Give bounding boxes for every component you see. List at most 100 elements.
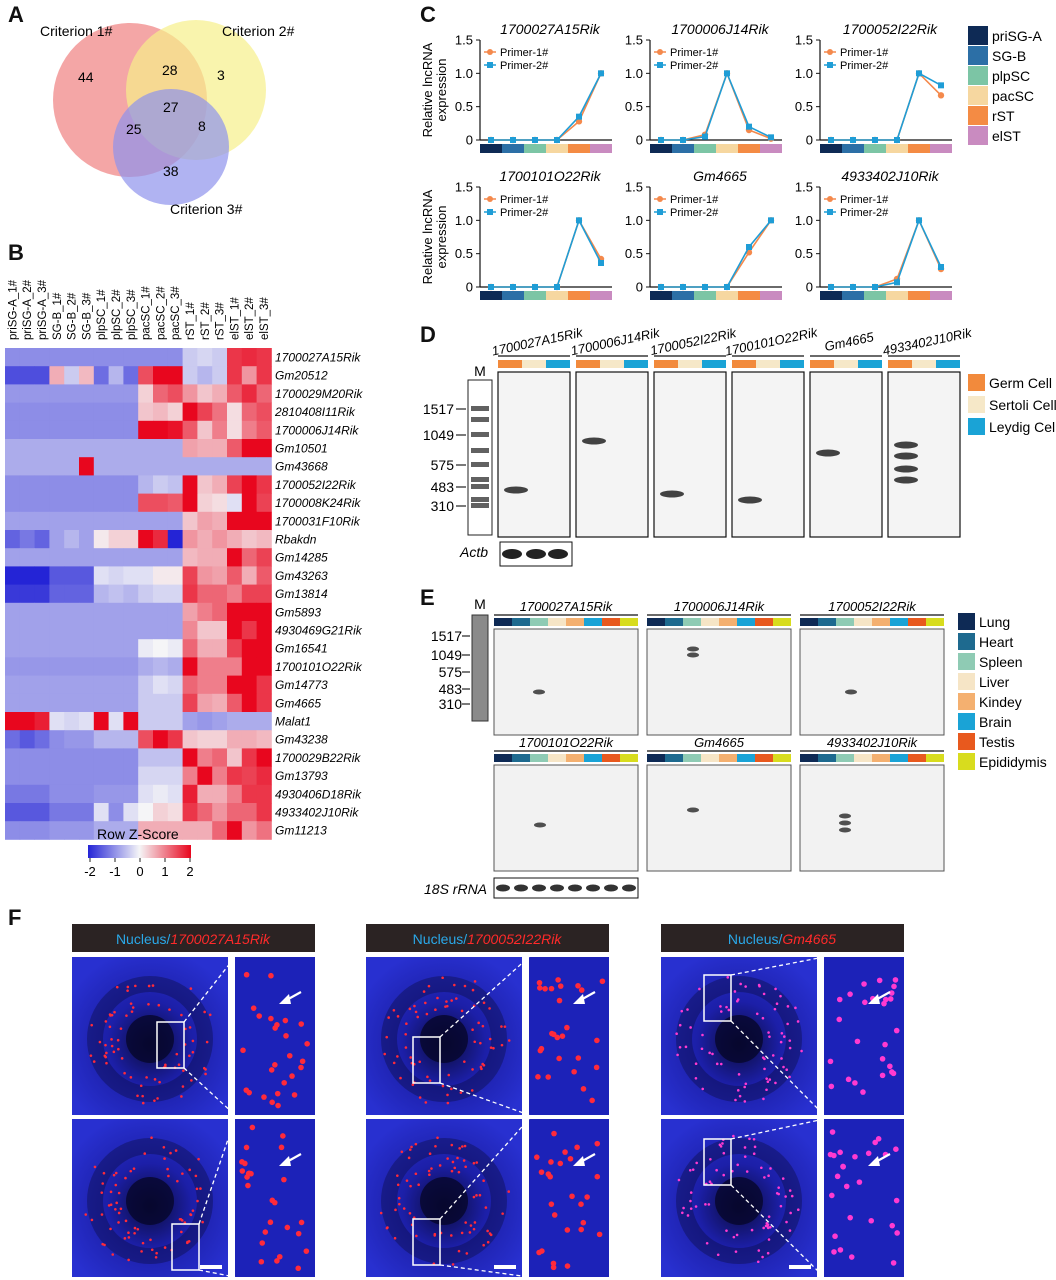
category-color-block [546, 144, 568, 153]
heatmap-row-label: 2810408I11Rik [274, 405, 356, 419]
category-color-block [672, 291, 694, 300]
lane-color-sertoli [678, 360, 702, 368]
fish-signal-dot [475, 1194, 478, 1197]
heatmap-cell [182, 420, 198, 440]
legend-marker [657, 209, 663, 215]
fish-signal-dot [705, 1241, 709, 1245]
heatmap-cell [49, 621, 65, 640]
heatmap-cell [153, 639, 169, 658]
fish-zoom-signal [557, 983, 564, 989]
fish-roi-box [412, 1036, 441, 1084]
tissue-legend-label: Kindey [979, 694, 1022, 710]
fish-header [366, 924, 609, 952]
fish-zoom-signal [283, 1033, 289, 1039]
fish-zoom-connector [198, 1118, 236, 1225]
fish-signal-dot [471, 1028, 474, 1032]
heatmap-cell [64, 730, 80, 749]
fish-signal-dot [484, 1206, 488, 1209]
heatmap-cell [227, 566, 243, 585]
fish-signal-dot [735, 1233, 739, 1237]
heatmap-cell [182, 475, 198, 494]
lane-tissue-color [854, 618, 872, 626]
celltype-legend-swatch [968, 418, 985, 435]
line-chart-panel: 1700027A15Rik 0 0.5 1.0 1.5 Primer-1#Primer-2… [455, 21, 612, 153]
fish-signal-dot [446, 1101, 450, 1105]
heatmap-cell [153, 821, 169, 840]
fish-zoom-signal [278, 1144, 285, 1151]
tissue-legend-label: Heart [979, 634, 1013, 650]
heatmap-cell [49, 602, 65, 622]
heatmap-cell [241, 675, 257, 695]
fish-signal-dot [447, 1073, 451, 1077]
fish-signal-dot [788, 1039, 792, 1042]
series-point [768, 134, 774, 141]
fish-roi-box [156, 1021, 185, 1069]
fish-signal-dot [180, 1013, 183, 1017]
y-tick-label: 0.5 [795, 99, 813, 114]
fish-signal-dot [191, 1209, 195, 1212]
fish-signal-dot [784, 1195, 787, 1198]
heatmap-cell [197, 639, 213, 658]
fish-signal-dot [129, 1076, 133, 1079]
fish-signal-dot [488, 1037, 492, 1041]
series-line [661, 219, 772, 288]
heatmap-cell [64, 639, 80, 658]
category-color-block [650, 144, 672, 153]
panel-letter-b: B [8, 240, 24, 265]
heatmap-cell [79, 511, 95, 531]
fish-zoom-signal [847, 991, 853, 997]
heatmap-cell [108, 712, 124, 731]
heatmap-cell [227, 693, 243, 713]
fish-signal-dot [190, 1079, 193, 1082]
blot-band [839, 820, 851, 826]
series-line [491, 218, 602, 288]
fish-signal-dot [134, 984, 137, 988]
legend-label: Primer-1# [500, 47, 549, 59]
lane-tissue-color [566, 754, 584, 762]
fish-header-label: Nucleus/1700052I22Rik [413, 931, 563, 947]
heatmap-column-label: rST_3# [215, 302, 227, 340]
fish-signal-dot [113, 1010, 116, 1014]
series-line [831, 71, 942, 141]
fish-signal-dot [418, 1060, 422, 1064]
heatmap-cell [241, 730, 257, 749]
blot-membrane [646, 764, 792, 872]
heatmap-cell [93, 530, 109, 549]
fish-signal-dot [462, 1159, 466, 1162]
fish-signal-dot [763, 1057, 766, 1061]
heatmap-cell [123, 693, 139, 713]
celltype-legend-swatch [968, 374, 985, 391]
tissue-legend-swatch [958, 633, 975, 650]
fish-signal-dot [736, 1163, 740, 1167]
fish-signal-dot [100, 1213, 104, 1216]
fish-zoom-signal [533, 1154, 540, 1160]
fish-zoom-signal [836, 996, 843, 1003]
heatmap-cell [227, 803, 243, 822]
heatmap-cell [64, 366, 80, 385]
heatmap-row-label: 1700029B22Rik [275, 751, 361, 765]
fish-signal-dot [471, 988, 475, 992]
heatmap-cell [212, 730, 228, 749]
fish-signal-dot [153, 1099, 156, 1102]
fish-signal-dot [727, 1008, 731, 1012]
marker-band [471, 497, 489, 502]
heatmap-cell [182, 602, 198, 622]
heatmap-cell [79, 475, 95, 494]
blot-gene-label: 4933402J10Rik [827, 735, 919, 750]
heatmap-cell [123, 712, 139, 731]
fish-signal-dot [124, 1219, 128, 1223]
heatmap-cell [79, 493, 95, 513]
fish-signal-dot [678, 1045, 682, 1049]
marker-band [471, 462, 489, 467]
fish-signal-dot [416, 1015, 420, 1019]
lane-tissue-color [602, 618, 620, 626]
colorbar-tick-label: -2 [84, 864, 96, 879]
lane-color-leydig [780, 360, 804, 368]
legend-label: Primer-2# [500, 60, 549, 72]
heatmap-cell [93, 621, 109, 640]
fish-signal-dot [794, 1006, 797, 1010]
heatmap-cell [227, 639, 243, 658]
heatmap-cell [123, 457, 139, 476]
fish-signal-dot [204, 1072, 207, 1076]
heatmap-cell [182, 511, 198, 531]
